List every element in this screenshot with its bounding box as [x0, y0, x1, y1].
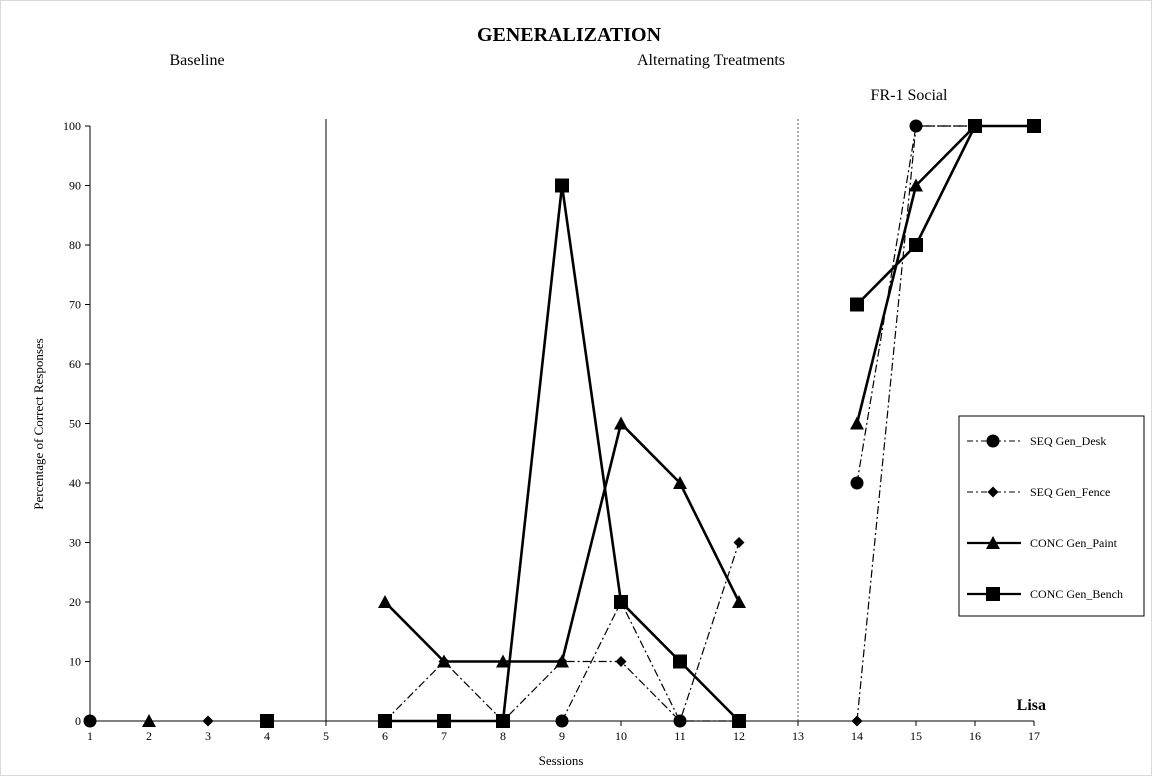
data-point-conc-gen-bench	[260, 714, 274, 728]
data-point-conc-gen-paint	[850, 416, 864, 430]
data-point-conc-gen-paint	[437, 654, 451, 668]
data-point-conc-gen-paint	[909, 178, 923, 192]
x-tick-label: 6	[382, 729, 388, 743]
legend-marker-seq-gen-desk	[986, 434, 1000, 448]
series-seq-gen-fence	[202, 120, 981, 727]
y-tick-label: 100	[63, 119, 81, 133]
data-point-seq-gen-fence	[910, 120, 922, 132]
data-point-seq-gen-fence	[202, 715, 214, 727]
series-line-conc-gen-paint	[855, 125, 976, 424]
legend-label-seq-gen-desk: SEQ Gen_Desk	[1030, 434, 1106, 448]
legend-label-seq-gen-fence: SEQ Gen_Fence	[1030, 485, 1110, 499]
series-line-conc-gen-bench	[856, 124, 1034, 306]
x-tick-label: 3	[205, 729, 211, 743]
data-series	[83, 119, 1041, 728]
data-point-seq-gen-desk	[555, 714, 569, 728]
x-tick-label: 9	[559, 729, 565, 743]
x-tick-label: 2	[146, 729, 152, 743]
data-point-conc-gen-paint	[614, 416, 628, 430]
data-point-conc-gen-paint	[496, 654, 510, 668]
data-point-conc-gen-bench	[496, 714, 510, 728]
x-tick-label: 10	[615, 729, 627, 743]
legend-marker-conc-gen-bench	[986, 587, 1000, 601]
series-line-seq-gen-desk	[561, 601, 739, 722]
y-axis-label: Percentage of Correct Responses	[31, 338, 46, 509]
phase-label-fr1-social: FR-1 Social	[871, 87, 948, 104]
series-conc-gen-paint	[142, 119, 982, 727]
data-point-conc-gen-bench	[850, 297, 864, 312]
legend-marker-seq-gen-fence	[987, 486, 999, 498]
x-tick-label: 7	[441, 729, 447, 743]
legend-label-conc-gen-bench: CONC Gen_Bench	[1030, 587, 1123, 601]
phase-label-baseline: Baseline	[169, 52, 224, 69]
x-tick-label: 12	[733, 729, 745, 743]
data-point-seq-gen-fence	[615, 656, 627, 667]
y-tick-label: 50	[69, 417, 81, 431]
y-tick-label: 90	[69, 179, 81, 193]
y-tick-label: 30	[69, 536, 81, 550]
data-point-seq-gen-fence	[733, 537, 745, 548]
data-point-conc-gen-bench	[673, 654, 687, 669]
y-tick-label: 60	[69, 357, 81, 371]
data-point-conc-gen-paint	[673, 476, 687, 489]
data-point-conc-gen-bench	[437, 714, 451, 728]
x-tick-label: 1	[87, 729, 93, 743]
data-point-conc-gen-bench	[732, 714, 746, 728]
x-tick-label: 17	[1028, 729, 1040, 743]
x-tick-label: 14	[851, 729, 863, 743]
x-tick-label: 15	[910, 729, 922, 743]
phase-label-alternating-treatments: Alternating Treatments	[637, 52, 785, 69]
data-point-conc-gen-paint	[555, 654, 569, 668]
series-conc-gen-bench	[260, 119, 1041, 728]
data-point-seq-gen-fence	[674, 715, 686, 727]
x-tick-label: 5	[323, 729, 329, 743]
x-tick-label: 13	[792, 729, 804, 743]
data-point-conc-gen-bench	[614, 595, 628, 609]
y-tick-label: 40	[69, 476, 81, 490]
x-tick-label: 11	[674, 729, 686, 743]
series-line-conc-gen-paint	[384, 422, 741, 663]
y-tick-label: 0	[75, 714, 81, 728]
legend-box	[958, 415, 1145, 617]
x-axis-label: Sessions	[539, 753, 584, 768]
y-tick-label: 20	[69, 595, 81, 609]
series-line-seq-gen-fence	[384, 542, 740, 722]
data-point-seq-gen-desk	[83, 714, 97, 728]
data-point-seq-gen-desk	[850, 476, 864, 490]
x-tick-label: 4	[264, 729, 270, 743]
y-tick-label: 80	[69, 238, 81, 252]
data-point-conc-gen-paint	[378, 595, 392, 608]
legend: SEQ Gen_Desk SEQ Gen_Fence CONC Gen_Paint C…	[958, 415, 1145, 617]
x-tick-label: 8	[500, 729, 506, 743]
axes: 1 2 3 4 5 6 7 8 9 10 11 12 13 14 15 16 17010203040506070…	[63, 119, 1040, 743]
data-point-conc-gen-paint	[732, 595, 746, 608]
data-point-conc-gen-bench	[378, 714, 392, 728]
series-line-seq-gen-desk	[856, 125, 975, 484]
data-point-conc-gen-bench	[1027, 119, 1041, 133]
legend-label-conc-gen-paint: CONC Gen_Paint	[1030, 536, 1118, 550]
data-point-seq-gen-fence	[851, 715, 863, 727]
y-tick-label: 70	[69, 298, 81, 312]
data-point-conc-gen-bench	[968, 119, 982, 133]
data-point-conc-gen-paint	[142, 714, 156, 727]
x-tick-label: 16	[969, 729, 981, 743]
participant-label: Lisa	[1017, 697, 1046, 714]
series-seq-gen-desk	[83, 119, 982, 728]
chart-title: GENERALIZATION	[477, 24, 662, 46]
data-point-conc-gen-bench	[909, 238, 923, 252]
phase-change-lines	[325, 119, 799, 721]
data-point-conc-gen-bench	[555, 178, 569, 193]
y-tick-label: 10	[69, 655, 81, 669]
series-line-seq-gen-fence	[856, 125, 975, 722]
legend-marker-conc-gen-paint	[986, 536, 1000, 549]
series-line-conc-gen-bench	[385, 184, 740, 723]
